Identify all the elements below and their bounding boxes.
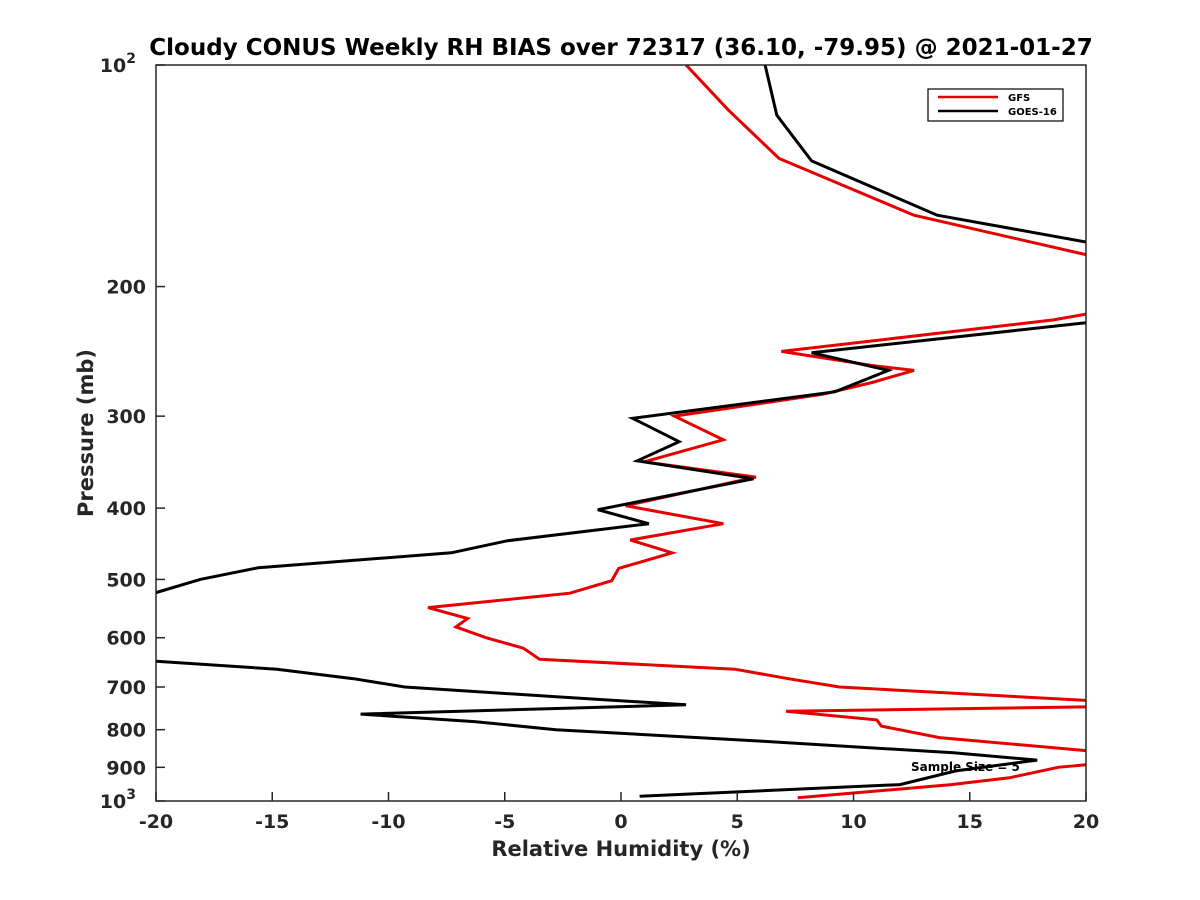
- x-tick-label: 20: [1073, 811, 1099, 833]
- y-tick-label: 300: [106, 406, 146, 428]
- y-tick-label: 400: [106, 498, 146, 520]
- x-tick-label: 15: [957, 811, 983, 833]
- x-tick-label: -10: [371, 811, 405, 833]
- series-line-gfs: [427, 65, 1086, 800]
- chart-title: Cloudy CONUS Weekly RH BIAS over 72317 (…: [149, 35, 1092, 61]
- x-tick-label: -15: [255, 811, 289, 833]
- y-tick-label: 900: [106, 757, 146, 779]
- x-tick-label: 0: [614, 811, 627, 833]
- y-tick-label: 500: [106, 569, 146, 591]
- legend: GFS GOES-16: [927, 88, 1064, 122]
- x-tick-label: 10: [840, 811, 866, 833]
- x-tick-label: -5: [494, 811, 515, 833]
- plot-frame: [155, 64, 1087, 802]
- legend-box: [927, 88, 1064, 122]
- y-tick-label: 600: [106, 628, 146, 650]
- y-tick-label: 800: [106, 720, 146, 742]
- legend-label-gfs: GFS: [1008, 93, 1030, 104]
- x-tick-label: -20: [139, 811, 173, 833]
- y-tick-label: 200: [106, 277, 146, 299]
- y-tick-label: 102: [100, 51, 136, 77]
- axis-ticks: -20 -15 -10 -5 0 5 10 15 20 102 200 300 400 500 600 700…: [100, 51, 1099, 833]
- x-axis-title: Relative Humidity (%): [491, 837, 750, 861]
- sample-size-annotation: Sample Size = 5: [911, 760, 1020, 774]
- y-tick-label: 103: [100, 787, 136, 813]
- series-line-goes16: [156, 65, 1086, 798]
- x-tick-label: 5: [731, 811, 744, 833]
- series-layer: [156, 65, 1086, 800]
- y-axis-title: Pressure (mb): [74, 349, 98, 517]
- legend-label-goes16: GOES-16: [1008, 107, 1057, 118]
- y-tick-label: 700: [106, 677, 146, 699]
